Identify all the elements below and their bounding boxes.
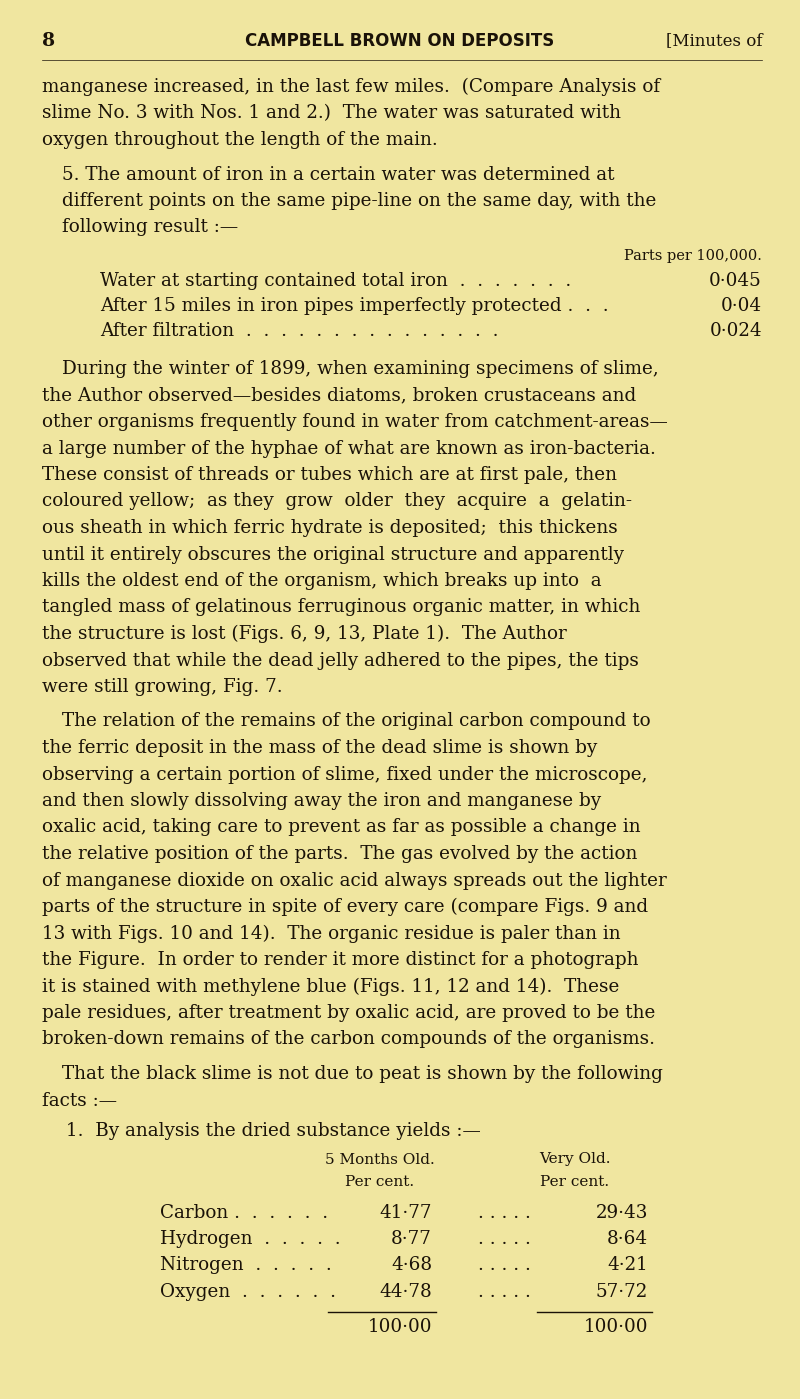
Text: . . . . .: . . . . . (478, 1283, 531, 1301)
Text: pale residues, after treatment by oxalic acid, are proved to be the: pale residues, after treatment by oxalic… (42, 1004, 655, 1023)
Text: 0·024: 0·024 (710, 323, 762, 340)
Text: 5. The amount of iron in a certain water was determined at: 5. The amount of iron in a certain water… (62, 165, 614, 183)
Text: 1.  By analysis the dried substance yields :—: 1. By analysis the dried substance yield… (66, 1122, 481, 1140)
Text: 8: 8 (42, 32, 55, 50)
Text: Per cent.: Per cent. (346, 1175, 414, 1189)
Text: Oxygen  .  .  .  .  .  .: Oxygen . . . . . . (160, 1283, 336, 1301)
Text: Water at starting contained total iron  .  .  .  .  .  .  .: Water at starting contained total iron .… (100, 271, 571, 290)
Text: 0·045: 0·045 (710, 271, 762, 290)
Text: and then slowly dissolving away the iron and manganese by: and then slowly dissolving away the iron… (42, 792, 601, 810)
Text: were still growing, Fig. 7.: were still growing, Fig. 7. (42, 679, 282, 695)
Text: coloured yellow;  as they  grow  older  they  acquire  a  gelatin-: coloured yellow; as they grow older they… (42, 492, 632, 511)
Text: the Author observed—besides diatoms, broken crustaceans and: the Author observed—besides diatoms, bro… (42, 386, 636, 404)
Text: manganese increased, in the last few miles.  (Compare Analysis of: manganese increased, in the last few mil… (42, 78, 660, 97)
Text: These consist of threads or tubes which are at first pale, then: These consist of threads or tubes which … (42, 466, 617, 484)
Text: it is stained with methylene blue (Figs. 11, 12 and 14).  These: it is stained with methylene blue (Figs.… (42, 978, 619, 996)
Text: 29·43: 29·43 (596, 1203, 648, 1221)
Text: Nitrogen  .  .  .  .  .: Nitrogen . . . . . (160, 1256, 332, 1274)
Text: 8·77: 8·77 (391, 1230, 432, 1248)
Text: 8·64: 8·64 (607, 1230, 648, 1248)
Text: other organisms frequently found in water from catchment-areas—: other organisms frequently found in wate… (42, 413, 668, 431)
Text: 4·68: 4·68 (391, 1256, 432, 1274)
Text: parts of the structure in spite of every care (compare Figs. 9 and: parts of the structure in spite of every… (42, 898, 648, 916)
Text: following result :—: following result :— (62, 218, 238, 236)
Text: . . . . .: . . . . . (478, 1203, 531, 1221)
Text: During the winter of 1899, when examining specimens of slime,: During the winter of 1899, when examinin… (62, 360, 658, 378)
Text: broken-down remains of the carbon compounds of the organisms.: broken-down remains of the carbon compou… (42, 1031, 655, 1048)
Text: 100·00: 100·00 (367, 1318, 432, 1336)
Text: 13 with Figs. 10 and 14).  The organic residue is paler than in: 13 with Figs. 10 and 14). The organic re… (42, 925, 621, 943)
Text: That the black slime is not due to peat is shown by the following: That the black slime is not due to peat … (62, 1065, 663, 1083)
Text: observed that while the dead jelly adhered to the pipes, the tips: observed that while the dead jelly adher… (42, 652, 639, 670)
Text: of manganese dioxide on oxalic acid always spreads out the lighter: of manganese dioxide on oxalic acid alwa… (42, 872, 666, 890)
Text: kills the oldest end of the organism, which breaks up into  a: kills the oldest end of the organism, wh… (42, 572, 602, 590)
Text: the structure is lost (Figs. 6, 9, 13, Plate 1).  The Author: the structure is lost (Figs. 6, 9, 13, P… (42, 625, 566, 644)
Text: CAMPBELL BROWN ON DEPOSITS: CAMPBELL BROWN ON DEPOSITS (246, 32, 554, 50)
Text: oxygen throughout the length of the main.: oxygen throughout the length of the main… (42, 132, 438, 150)
Text: the Figure.  In order to render it more distinct for a photograph: the Figure. In order to render it more d… (42, 951, 638, 970)
Text: Parts per 100,000.: Parts per 100,000. (624, 249, 762, 263)
Text: Carbon .  .  .  .  .  .: Carbon . . . . . . (160, 1203, 328, 1221)
Text: until it entirely obscures the original structure and apparently: until it entirely obscures the original … (42, 546, 624, 564)
Text: oxalic acid, taking care to prevent as far as possible a change in: oxalic acid, taking care to prevent as f… (42, 818, 641, 837)
Text: After 15 miles in iron pipes imperfectly protected .  .  .: After 15 miles in iron pipes imperfectly… (100, 297, 609, 315)
Text: ous sheath in which ferric hydrate is deposited;  this thickens: ous sheath in which ferric hydrate is de… (42, 519, 618, 537)
Text: Very Old.: Very Old. (539, 1153, 610, 1167)
Text: slime No. 3 with Nos. 1 and 2.)  The water was saturated with: slime No. 3 with Nos. 1 and 2.) The wate… (42, 105, 621, 123)
Text: 5 Months Old.: 5 Months Old. (325, 1153, 435, 1167)
Text: the ferric deposit in the mass of the dead slime is shown by: the ferric deposit in the mass of the de… (42, 739, 598, 757)
Text: Per cent.: Per cent. (541, 1175, 610, 1189)
Text: . . . . .: . . . . . (478, 1230, 531, 1248)
Text: 4·21: 4·21 (607, 1256, 648, 1274)
Text: facts :—: facts :— (42, 1091, 117, 1109)
Text: a large number of the hyphae of what are known as iron-bacteria.: a large number of the hyphae of what are… (42, 439, 656, 457)
Text: . . . . .: . . . . . (478, 1256, 531, 1274)
Text: different points on the same pipe-line on the same day, with the: different points on the same pipe-line o… (62, 192, 656, 210)
Text: 100·00: 100·00 (583, 1318, 648, 1336)
Text: 0·04: 0·04 (721, 297, 762, 315)
Text: Hydrogen  .  .  .  .  .: Hydrogen . . . . . (160, 1230, 341, 1248)
Text: 41·77: 41·77 (379, 1203, 432, 1221)
Text: 57·72: 57·72 (596, 1283, 648, 1301)
Text: 44·78: 44·78 (379, 1283, 432, 1301)
Text: observing a certain portion of slime, fixed under the microscope,: observing a certain portion of slime, fi… (42, 765, 647, 783)
Text: [Minutes of: [Minutes of (666, 32, 762, 49)
Text: the relative position of the parts.  The gas evolved by the action: the relative position of the parts. The … (42, 845, 638, 863)
Text: The relation of the remains of the original carbon compound to: The relation of the remains of the origi… (62, 712, 650, 730)
Text: tangled mass of gelatinous ferruginous organic matter, in which: tangled mass of gelatinous ferruginous o… (42, 599, 640, 617)
Text: After filtration  .  .  .  .  .  .  .  .  .  .  .  .  .  .  .: After filtration . . . . . . . . . . . .… (100, 323, 498, 340)
